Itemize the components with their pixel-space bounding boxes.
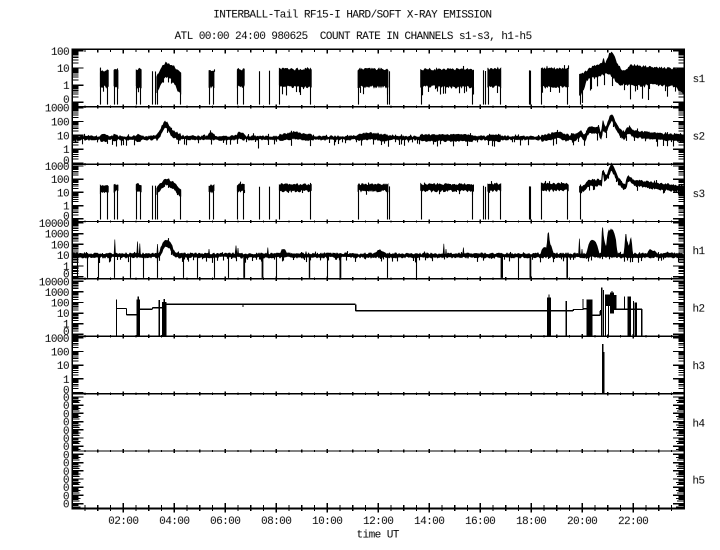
svg-text:100: 100 [51, 47, 69, 59]
svg-text:10: 10 [57, 361, 69, 373]
svg-text:1: 1 [63, 375, 70, 387]
svg-text:0: 0 [63, 442, 69, 454]
svg-text:100: 100 [51, 117, 69, 129]
svg-text:0: 0 [63, 483, 69, 495]
svg-text:06:00: 06:00 [210, 516, 240, 528]
svg-text:s2: s2 [693, 132, 705, 144]
svg-text:100: 100 [51, 298, 69, 310]
svg-text:0: 0 [63, 401, 69, 413]
svg-text:10000: 10000 [39, 277, 69, 289]
svg-text:10:00: 10:00 [312, 516, 342, 528]
svg-text:s1: s1 [693, 74, 706, 86]
svg-text:1: 1 [63, 320, 70, 332]
svg-text:1000: 1000 [45, 334, 69, 346]
svg-text:1000: 1000 [45, 103, 69, 115]
svg-text:0: 0 [63, 475, 69, 487]
svg-text:h3: h3 [692, 361, 704, 373]
svg-text:0: 0 [63, 327, 69, 339]
svg-text:12:00: 12:00 [363, 516, 393, 528]
svg-text:0: 0 [63, 491, 69, 503]
svg-text:100: 100 [51, 175, 69, 187]
svg-text:0: 0 [63, 426, 69, 438]
svg-text:16:00: 16:00 [465, 516, 495, 528]
svg-text:10: 10 [57, 251, 69, 263]
svg-text:0: 0 [63, 95, 69, 107]
svg-text:1000: 1000 [45, 162, 69, 174]
svg-text:0: 0 [63, 409, 69, 421]
svg-text:0: 0 [63, 417, 69, 429]
svg-text:INTERBALL-Tail RF15-I HARD/SOF: INTERBALL-Tail RF15-I HARD/SOFT X-RAY EM… [213, 9, 491, 21]
svg-text:h4: h4 [692, 418, 705, 430]
svg-text:0: 0 [63, 434, 69, 446]
svg-text:02:00: 02:00 [108, 516, 138, 528]
svg-text:1: 1 [63, 262, 70, 274]
svg-text:h5: h5 [692, 476, 704, 488]
svg-text:0: 0 [63, 499, 69, 511]
svg-text:1000: 1000 [45, 229, 69, 241]
svg-text:10: 10 [57, 188, 69, 200]
svg-text:10000: 10000 [39, 219, 69, 231]
svg-text:10: 10 [57, 64, 69, 76]
svg-text:h1: h1 [693, 246, 706, 258]
svg-text:100: 100 [51, 347, 69, 359]
svg-text:0: 0 [63, 467, 69, 479]
svg-text:0: 0 [63, 458, 69, 470]
svg-text:18:00: 18:00 [516, 516, 546, 528]
svg-text:04:00: 04:00 [159, 516, 189, 528]
svg-text:time UT: time UT [357, 529, 400, 541]
svg-text:14:00: 14:00 [414, 516, 444, 528]
svg-text:1: 1 [63, 201, 70, 213]
svg-text:h2: h2 [692, 304, 704, 316]
svg-text:1: 1 [63, 81, 70, 93]
svg-text:1: 1 [63, 145, 70, 157]
svg-text:10: 10 [57, 131, 69, 143]
svg-text:0: 0 [63, 211, 69, 223]
svg-text:ATL 00:00 24:00 980625 COUNT: ATL 00:00 24:00 980625 COUNT RATE IN CHA… [175, 31, 532, 43]
svg-text:0: 0 [63, 450, 69, 462]
svg-text:0: 0 [63, 269, 69, 281]
svg-text:0: 0 [63, 156, 69, 168]
svg-text:1000: 1000 [45, 288, 69, 300]
svg-text:s3: s3 [693, 189, 705, 201]
svg-text:22:00: 22:00 [618, 516, 648, 528]
svg-text:0: 0 [63, 393, 69, 405]
svg-text:08:00: 08:00 [261, 516, 291, 528]
svg-text:100: 100 [51, 240, 69, 252]
svg-text:10: 10 [57, 309, 69, 321]
svg-text:0: 0 [63, 385, 69, 397]
svg-text:20:00: 20:00 [567, 516, 597, 528]
